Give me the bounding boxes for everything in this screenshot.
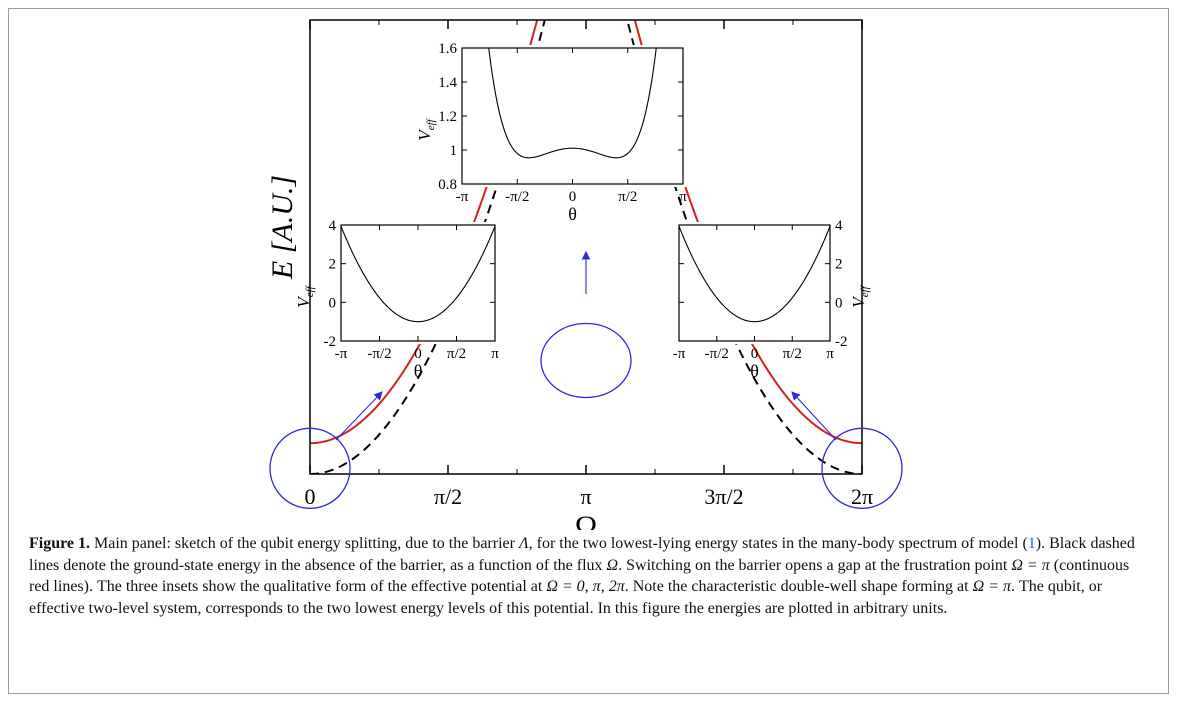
inset-ylabel: Veff (415, 117, 437, 140)
inset-xtick-label: 0 (751, 346, 759, 362)
inset-ylabel-main: V (849, 295, 868, 308)
inset-ytick-label: 0 (329, 295, 337, 311)
caption-lambda: Λ (518, 535, 529, 552)
main-ylabel: E [A.U.] (266, 175, 299, 280)
caption-text-d: . Switching on the barrier opens a gap a… (618, 556, 1012, 574)
inset-curve (488, 48, 657, 159)
inset-ytick-label: 2 (329, 257, 337, 273)
caption-eq3: Ω = π (972, 578, 1011, 595)
caption-ref-link[interactable]: 1 (1027, 535, 1036, 552)
dashed-line-0 (310, 20, 546, 474)
inset-ytick-label: 2 (835, 257, 843, 273)
inset-ytick-label: 4 (329, 218, 337, 234)
main-xlabel: Ω (575, 510, 597, 530)
inset-xtick-label: -π (456, 189, 469, 205)
inset-xtick-label: π/2 (447, 346, 466, 362)
caption-text-e: (continuous red lines). The three insets… (29, 556, 1130, 596)
inset-right: -π -π/2 0 π/2 π θ -2 0 2 4 Veff (673, 218, 871, 381)
inset-xtick-label: 0 (569, 189, 577, 205)
inset-ytick-label: -2 (324, 334, 337, 350)
inset-arrow-2 (791, 391, 837, 441)
inset-curve (679, 226, 830, 323)
inset-ylabel-main: V (294, 295, 313, 308)
main-curves (310, 20, 862, 474)
insets-layer: -π -π/2 0 π/2 π θ 0.8 1 1.2 1.4 1.6 Veff -π -π/2 0 π/2 π… (294, 41, 871, 441)
main-xtick-label: π (580, 484, 591, 509)
caption-text-c: ). Black dashed lines denote the ground-… (29, 535, 1135, 574)
inset-ylabel-main: V (415, 128, 434, 141)
inset-xtick-label: -π/2 (505, 189, 529, 205)
caption-text-f: . Note the characteristic double-well sh… (624, 578, 973, 595)
inset-top-center: -π -π/2 0 π/2 π θ 0.8 1 1.2 1.4 1.6 Veff (415, 41, 687, 224)
inset-xtick-label: π/2 (783, 346, 802, 362)
inset-ylabel-sub: eff (304, 284, 316, 297)
inset-ytick-label: 1 (450, 143, 458, 159)
figure-caption: Figure 1. Main panel: sketch of the qubi… (29, 533, 1141, 619)
caption-omega: Ω (606, 556, 619, 574)
main-xtick-label: 0 (305, 484, 316, 509)
inset-curve-group (679, 226, 830, 323)
inset-xtick-label: -π/2 (367, 346, 391, 362)
main-xtick-label: 2π (851, 484, 873, 509)
inset-ylabel-sub: eff (425, 117, 437, 130)
inset-arrow-0 (335, 391, 383, 441)
main-xtick-label: 3π/2 (704, 484, 743, 509)
inset-background (459, 45, 686, 187)
inset-ylabel: Veff (849, 284, 871, 307)
dashed-line-1 (626, 20, 862, 474)
inset-curve-group (341, 226, 495, 323)
inset-xtick-label: 0 (414, 346, 422, 362)
inset-ytick-label: 4 (835, 218, 843, 234)
inset-curve (341, 226, 495, 323)
inset-xlabel: θ (750, 361, 759, 381)
inset-background (338, 222, 498, 344)
inset-background (676, 222, 833, 344)
red-line-lower (310, 20, 862, 445)
main-xtick-label: π/2 (434, 484, 462, 509)
annotation-circle-1 (540, 322, 632, 399)
caption-eq2: Ω = 0, π, 2π (546, 578, 625, 595)
caption-text-b: , for the two lowest-lying energy states… (528, 535, 1028, 552)
inset-ytick-label: 1.6 (438, 41, 457, 57)
inset-ytick-label: 0 (835, 295, 843, 311)
inset-xlabel: θ (414, 361, 423, 381)
annotation-circle-0 (269, 427, 351, 509)
inset-ytick-label: 1.2 (438, 109, 457, 125)
caption-eq1: Ω = π (1011, 556, 1050, 574)
inset-ytick-label: 0.8 (438, 177, 457, 193)
inset-xtick-label: -π/2 (705, 346, 729, 362)
inset-xtick-label: -π (673, 346, 686, 362)
inset-xtick-label: π/2 (618, 189, 637, 205)
inset-xlabel: θ (568, 204, 577, 224)
caption-text-a: Main panel: sketch of the qubit energy s… (90, 535, 519, 552)
inset-ytick-label: -2 (835, 334, 848, 350)
annotation-circle-2 (821, 427, 903, 509)
inset-left: -π -π/2 0 π/2 π θ -2 0 2 4 Veff (294, 218, 499, 381)
inset-xtick-label: -π (335, 346, 348, 362)
inset-curve-group (488, 48, 657, 159)
inset-ytick-label: 1.4 (438, 75, 457, 91)
inset-ylabel: Veff (294, 284, 316, 307)
inset-ylabel-sub: eff (859, 284, 871, 297)
caption-text-g: . The qubit, or effective two-level syst… (29, 578, 1103, 617)
caption-label: Figure 1. (29, 535, 91, 552)
inset-xtick-label: π (679, 189, 687, 205)
inset-xtick-label: π (491, 346, 499, 362)
inset-xtick-label: π (826, 346, 834, 362)
